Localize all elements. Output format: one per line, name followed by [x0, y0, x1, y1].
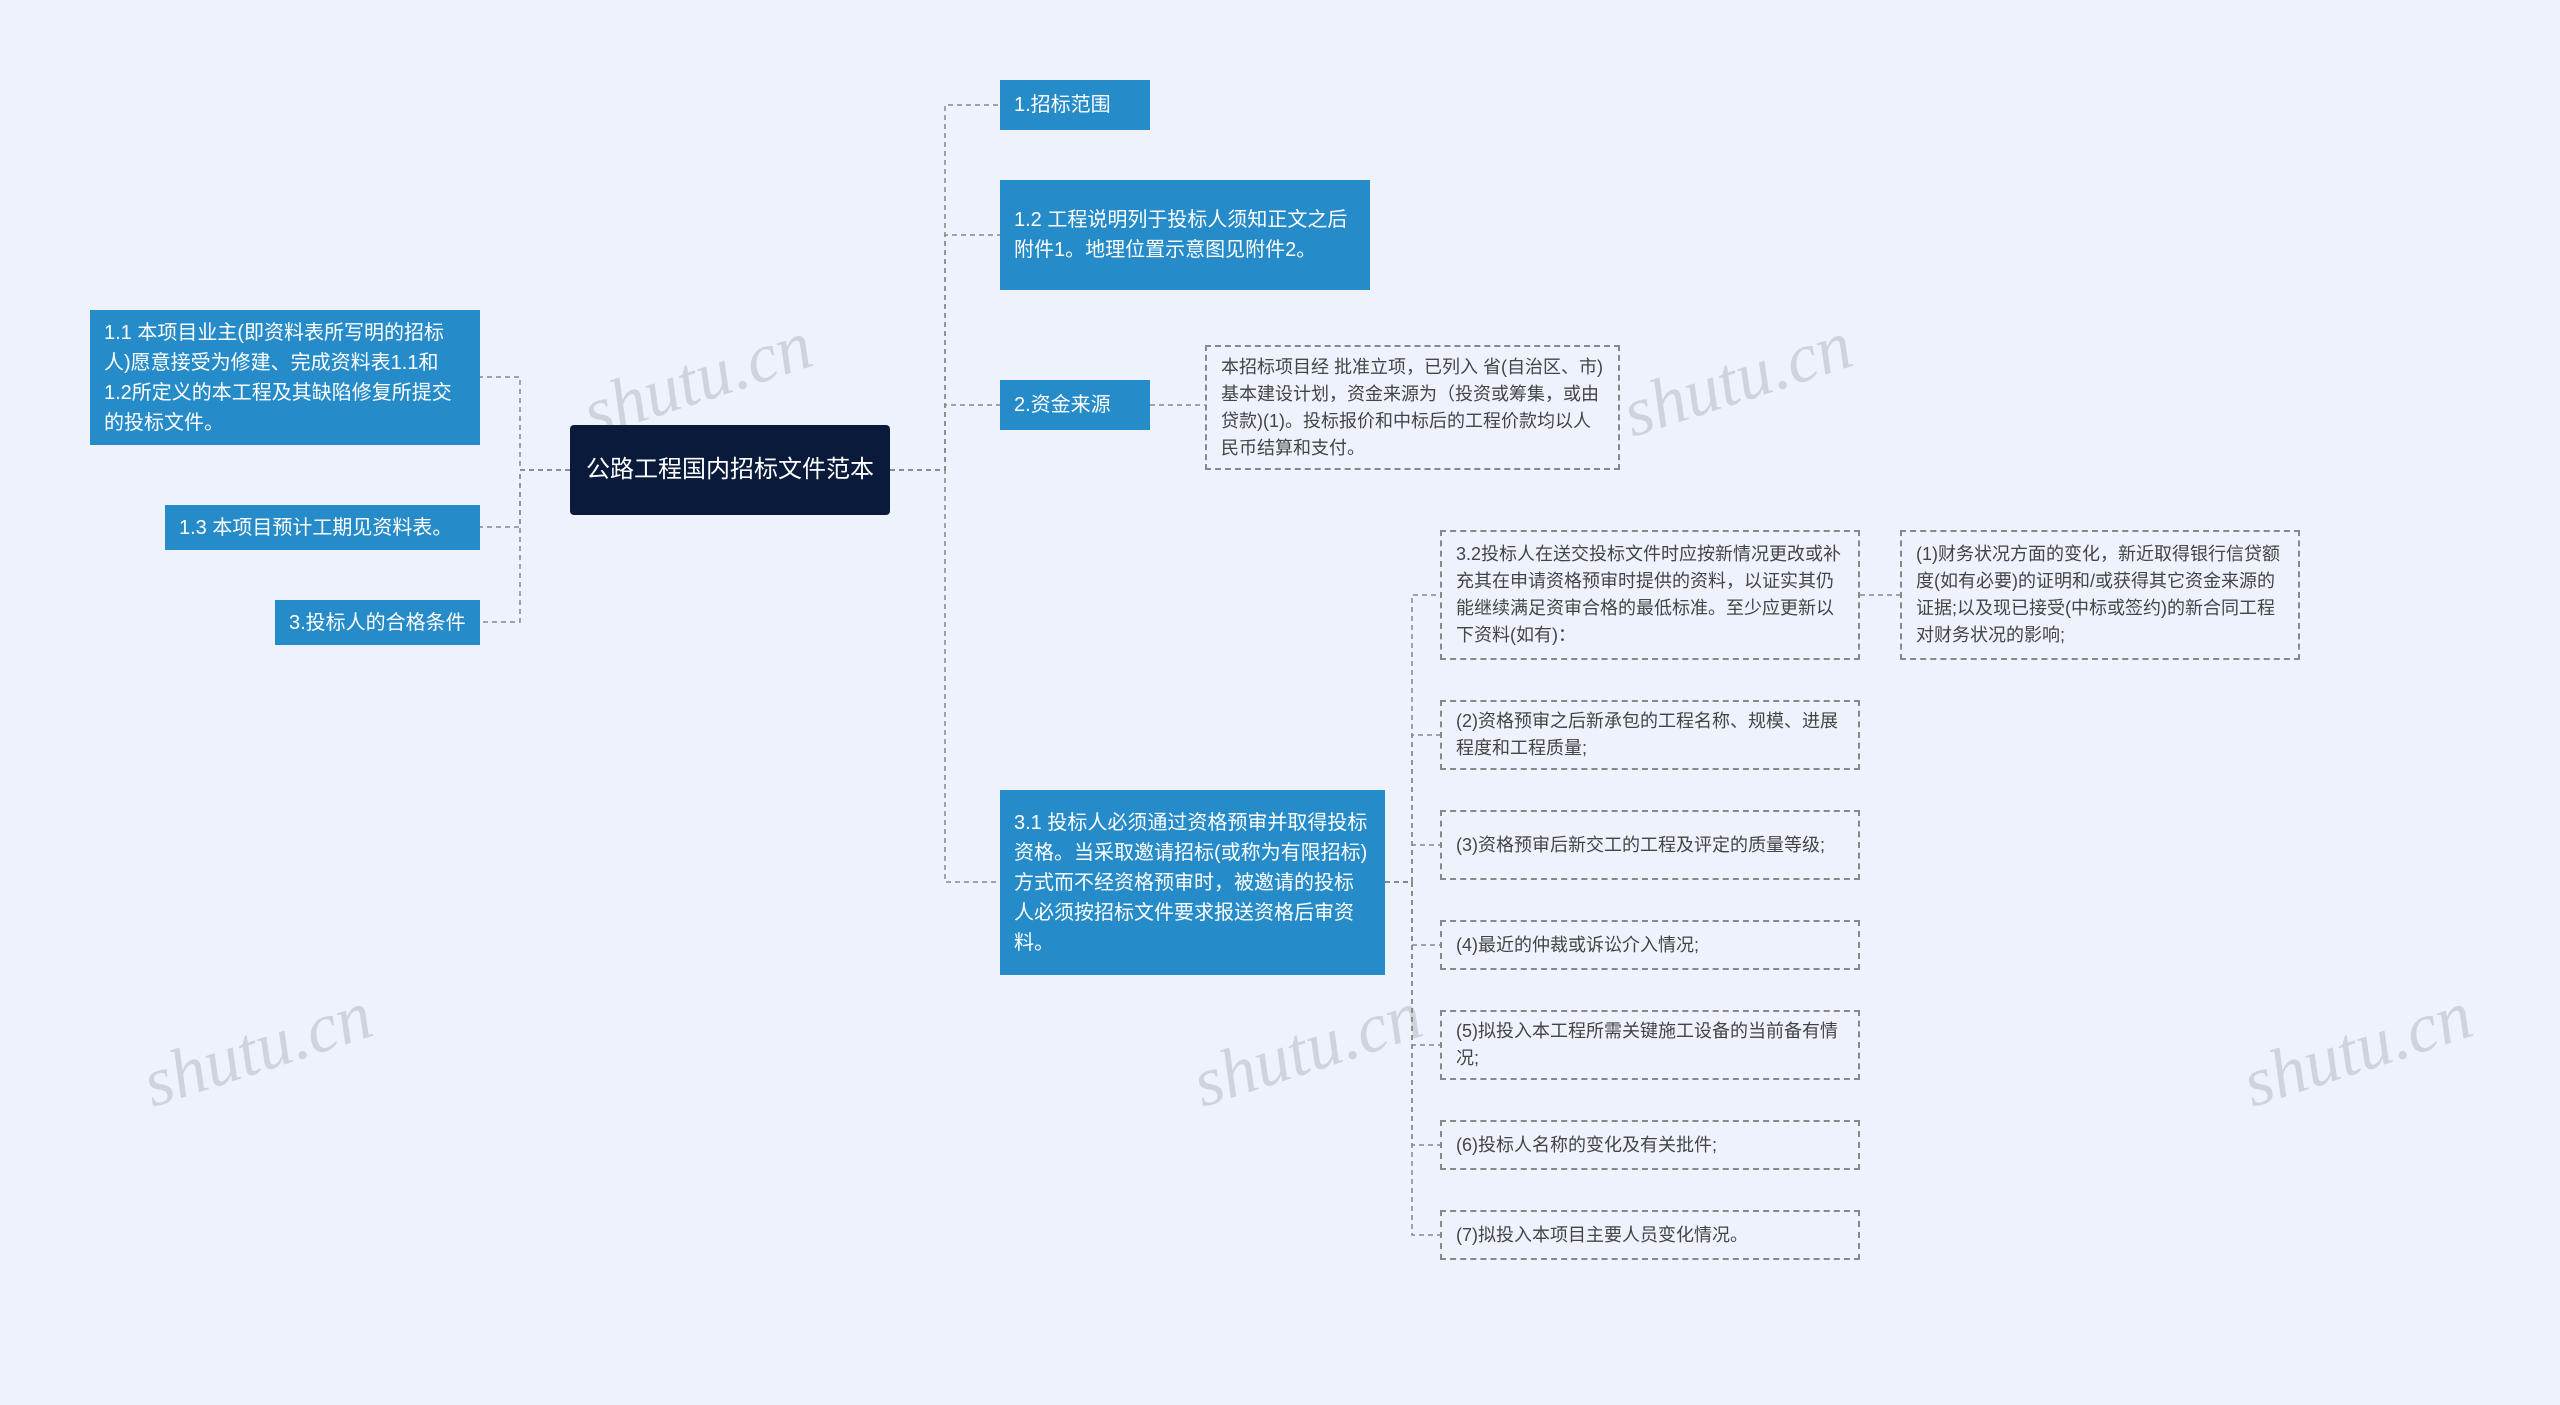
node-r1[interactable]: 1.招标范围 — [1000, 80, 1150, 130]
node-r4d[interactable]: (4)最近的仲裁或诉讼介入情况; — [1440, 920, 1860, 970]
node-r4c[interactable]: (3)资格预审后新交工的工程及评定的质量等级; — [1440, 810, 1860, 880]
node-r3[interactable]: 2.资金来源 — [1000, 380, 1150, 430]
watermark: shutu.cn — [2233, 976, 2481, 1125]
connector — [1385, 882, 1440, 1145]
connector — [1385, 882, 1440, 1235]
node-left-3[interactable]: 3.投标人的合格条件 — [275, 600, 480, 645]
connector — [1385, 882, 1440, 945]
connector — [890, 235, 1000, 470]
node-r4a1[interactable]: (1)财务状况方面的变化，新近取得银行信贷额度(如有必要)的证明和/或获得其它资… — [1900, 530, 2300, 660]
node-r4g[interactable]: (7)拟投入本项目主要人员变化情况。 — [1440, 1210, 1860, 1260]
connector — [480, 470, 570, 622]
node-r4b[interactable]: (2)资格预审之后新承包的工程名称、规模、进展程度和工程质量; — [1440, 700, 1860, 770]
node-r4e[interactable]: (5)拟投入本工程所需关键施工设备的当前备有情况; — [1440, 1010, 1860, 1080]
watermark: shutu.cn — [1183, 976, 1431, 1125]
node-left-1-3[interactable]: 1.3 本项目预计工期见资料表。 — [165, 505, 480, 550]
connector — [1385, 595, 1440, 882]
connector — [890, 105, 1000, 470]
node-r3a[interactable]: 本招标项目经 批准立项，已列入 省(自治区、市)基本建设计划，资金来源为（投资或… — [1205, 345, 1620, 470]
connector — [890, 470, 1000, 882]
node-r2[interactable]: 1.2 工程说明列于投标人须知正文之后附件1。地理位置示意图见附件2。 — [1000, 180, 1370, 290]
connector — [1385, 882, 1440, 1045]
connector — [480, 470, 570, 527]
node-left-1-1[interactable]: 1.1 本项目业主(即资料表所写明的招标人)愿意接受为修建、完成资料表1.1和1… — [90, 310, 480, 445]
node-r4a[interactable]: 3.2投标人在送交投标文件时应按新情况更改或补充其在申请资格预审时提供的资料，以… — [1440, 530, 1860, 660]
root-node[interactable]: 公路工程国内招标文件范本 — [570, 425, 890, 515]
mindmap-canvas: shutu.cn shutu.cn shutu.cn shutu.cn shut… — [0, 0, 2560, 1405]
connector — [1385, 735, 1440, 882]
connector — [1385, 845, 1440, 882]
watermark: shutu.cn — [133, 976, 381, 1125]
connector — [890, 405, 1000, 470]
node-r4[interactable]: 3.1 投标人必须通过资格预审并取得投标资格。当采取邀请招标(或称为有限招标)方… — [1000, 790, 1385, 975]
watermark: shutu.cn — [1613, 306, 1861, 455]
connector — [480, 377, 570, 470]
node-r4f[interactable]: (6)投标人名称的变化及有关批件; — [1440, 1120, 1860, 1170]
